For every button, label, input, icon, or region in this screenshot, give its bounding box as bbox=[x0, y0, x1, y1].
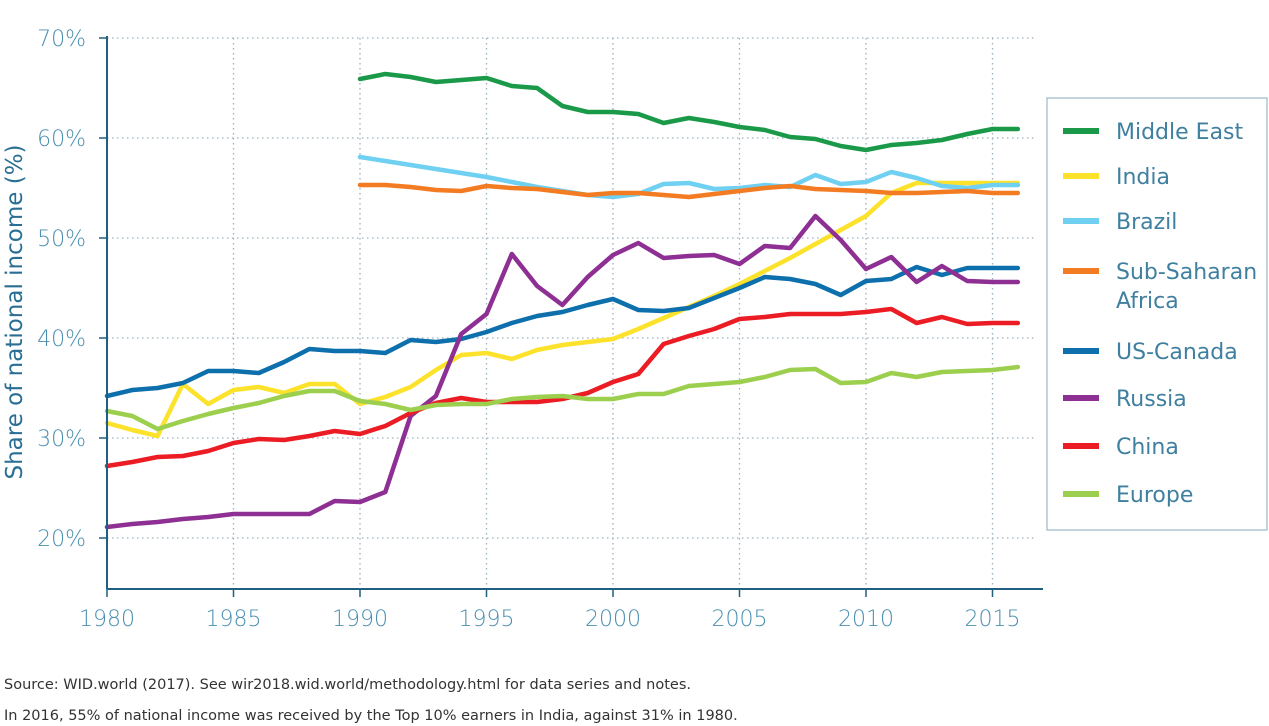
series-line-europe bbox=[104, 364, 1021, 432]
x-tick-label: 2005 bbox=[712, 607, 768, 632]
chart-canvas: 1980 1985 1990 1995 2000 2005 2010 2015 20% 30% 40… bbox=[2, 27, 1268, 632]
legend-label-us-canada: US-Canada bbox=[1116, 340, 1238, 365]
x-tick-label: 2000 bbox=[585, 607, 641, 632]
x-tick-label: 2010 bbox=[838, 607, 894, 632]
series-line-sub-saharan-africa bbox=[357, 182, 1021, 200]
legend-label-russia: Russia bbox=[1116, 387, 1187, 412]
y-tick-label: 40% bbox=[37, 327, 86, 352]
x-tick-label: 2015 bbox=[965, 607, 1021, 632]
x-tick-label: 1995 bbox=[459, 607, 515, 632]
legend-label-europe: Europe bbox=[1116, 483, 1193, 508]
y-tick-label: 70% bbox=[37, 27, 86, 52]
y-axis-label: Share of national income (%) bbox=[2, 144, 28, 479]
legend-label-india: India bbox=[1116, 165, 1170, 190]
caption-note: In 2016, 55% of national income was rece… bbox=[4, 708, 738, 724]
series-line-us-canada bbox=[104, 264, 1021, 399]
series-line-brazil bbox=[357, 154, 1021, 200]
source-note: Source: WID.world (2017). See wir2018.wi… bbox=[4, 677, 691, 693]
series-line-india bbox=[104, 180, 1021, 439]
legend-label-middle-east: Middle East bbox=[1116, 120, 1244, 145]
y-tick-label: 60% bbox=[37, 127, 86, 152]
y-tick-label: 20% bbox=[37, 527, 86, 552]
legend-box bbox=[1046, 97, 1268, 531]
legend-label-brazil: Brazil bbox=[1116, 210, 1177, 235]
y-tick-label: 30% bbox=[37, 427, 86, 452]
legend-label-china: China bbox=[1116, 435, 1179, 460]
axes: 1980 1985 1990 1995 2000 2005 2010 2015 20% 30% 40… bbox=[37, 27, 1043, 632]
series-line-middle-east bbox=[357, 71, 1021, 153]
x-tick-label: 1980 bbox=[79, 607, 135, 632]
x-tick-label: 1985 bbox=[206, 607, 262, 632]
x-tick-label: 1990 bbox=[332, 607, 388, 632]
series-line-russia bbox=[104, 213, 1021, 530]
y-tick-label: 50% bbox=[37, 227, 86, 252]
legend-label-sub-saharan-africa: Africa bbox=[1116, 289, 1179, 314]
series-line-china bbox=[104, 306, 1021, 469]
series-lines bbox=[104, 71, 1021, 530]
legend: Middle East India Brazil Sub-Saharan Africa U… bbox=[1046, 97, 1268, 531]
legend-label-sub-saharan-africa: Sub-Saharan bbox=[1116, 260, 1257, 285]
